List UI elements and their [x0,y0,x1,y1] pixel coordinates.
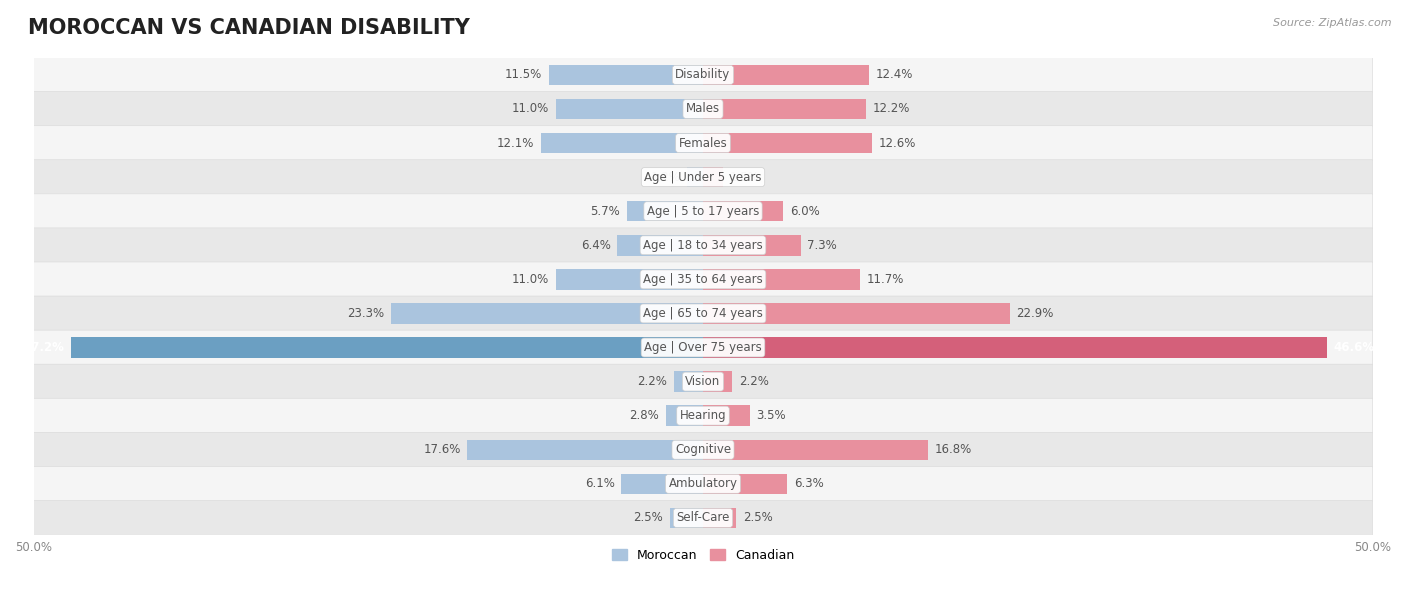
Bar [548,65,703,85]
FancyBboxPatch shape [34,398,1372,433]
Bar [673,371,703,392]
Text: 11.7%: 11.7% [866,273,904,286]
Legend: Moroccan, Canadian: Moroccan, Canadian [607,544,799,567]
FancyBboxPatch shape [34,58,1372,92]
Text: Disability: Disability [675,69,731,81]
Text: Females: Females [679,136,727,149]
Text: Vision: Vision [685,375,721,388]
Text: 2.2%: 2.2% [740,375,769,388]
FancyBboxPatch shape [34,432,1372,467]
Text: 12.6%: 12.6% [879,136,915,149]
Bar [703,474,787,494]
FancyBboxPatch shape [34,160,1372,195]
Bar [541,133,703,153]
Text: Age | Over 75 years: Age | Over 75 years [644,341,762,354]
Text: 12.1%: 12.1% [496,136,534,149]
Text: 47.2%: 47.2% [24,341,65,354]
Text: 11.0%: 11.0% [512,273,548,286]
FancyBboxPatch shape [34,296,1372,331]
Text: 11.0%: 11.0% [512,102,548,116]
Text: 1.2%: 1.2% [651,171,681,184]
FancyBboxPatch shape [34,194,1372,228]
Bar [70,337,703,358]
Text: 5.7%: 5.7% [591,204,620,218]
Bar [703,405,749,426]
Bar [703,201,783,222]
Text: Age | 18 to 34 years: Age | 18 to 34 years [643,239,763,252]
Bar [703,65,869,85]
Text: Age | Under 5 years: Age | Under 5 years [644,171,762,184]
FancyBboxPatch shape [34,228,1372,263]
Text: 12.4%: 12.4% [876,69,912,81]
Text: 11.5%: 11.5% [505,69,543,81]
Text: 7.3%: 7.3% [807,239,837,252]
Bar [703,99,866,119]
Bar [703,269,859,289]
FancyBboxPatch shape [34,330,1372,365]
Text: 2.2%: 2.2% [637,375,666,388]
Text: Age | 35 to 64 years: Age | 35 to 64 years [643,273,763,286]
Bar [703,133,872,153]
Bar [555,99,703,119]
Text: Cognitive: Cognitive [675,443,731,457]
Bar [688,167,703,187]
Text: 23.3%: 23.3% [347,307,384,320]
Text: 22.9%: 22.9% [1017,307,1053,320]
Text: Self-Care: Self-Care [676,512,730,524]
Bar [467,439,703,460]
Bar [669,508,703,528]
FancyBboxPatch shape [34,466,1372,501]
Text: 2.5%: 2.5% [744,512,773,524]
FancyBboxPatch shape [34,364,1372,399]
Bar [621,474,703,494]
Text: 6.1%: 6.1% [585,477,614,490]
Text: 2.8%: 2.8% [628,409,659,422]
Bar [703,167,723,187]
Bar [391,303,703,324]
Text: 16.8%: 16.8% [935,443,972,457]
Text: 3.5%: 3.5% [756,409,786,422]
Text: Males: Males [686,102,720,116]
Text: 12.2%: 12.2% [873,102,911,116]
Text: 46.6%: 46.6% [1334,341,1375,354]
Bar [703,337,1327,358]
Text: Hearing: Hearing [679,409,727,422]
Text: 17.6%: 17.6% [423,443,461,457]
Text: 6.0%: 6.0% [790,204,820,218]
Text: 6.3%: 6.3% [794,477,824,490]
Text: Source: ZipAtlas.com: Source: ZipAtlas.com [1274,18,1392,28]
Text: MOROCCAN VS CANADIAN DISABILITY: MOROCCAN VS CANADIAN DISABILITY [28,18,470,39]
Bar [617,235,703,255]
FancyBboxPatch shape [34,501,1372,536]
Bar [555,269,703,289]
Bar [703,303,1010,324]
Text: 2.5%: 2.5% [633,512,662,524]
Bar [703,235,801,255]
Text: 1.5%: 1.5% [730,171,759,184]
FancyBboxPatch shape [34,92,1372,126]
Text: Age | 65 to 74 years: Age | 65 to 74 years [643,307,763,320]
FancyBboxPatch shape [34,262,1372,297]
Text: 6.4%: 6.4% [581,239,610,252]
Bar [703,439,928,460]
Bar [627,201,703,222]
Text: Ambulatory: Ambulatory [668,477,738,490]
Bar [665,405,703,426]
Text: Age | 5 to 17 years: Age | 5 to 17 years [647,204,759,218]
Bar [703,508,737,528]
FancyBboxPatch shape [34,125,1372,160]
Bar [703,371,733,392]
